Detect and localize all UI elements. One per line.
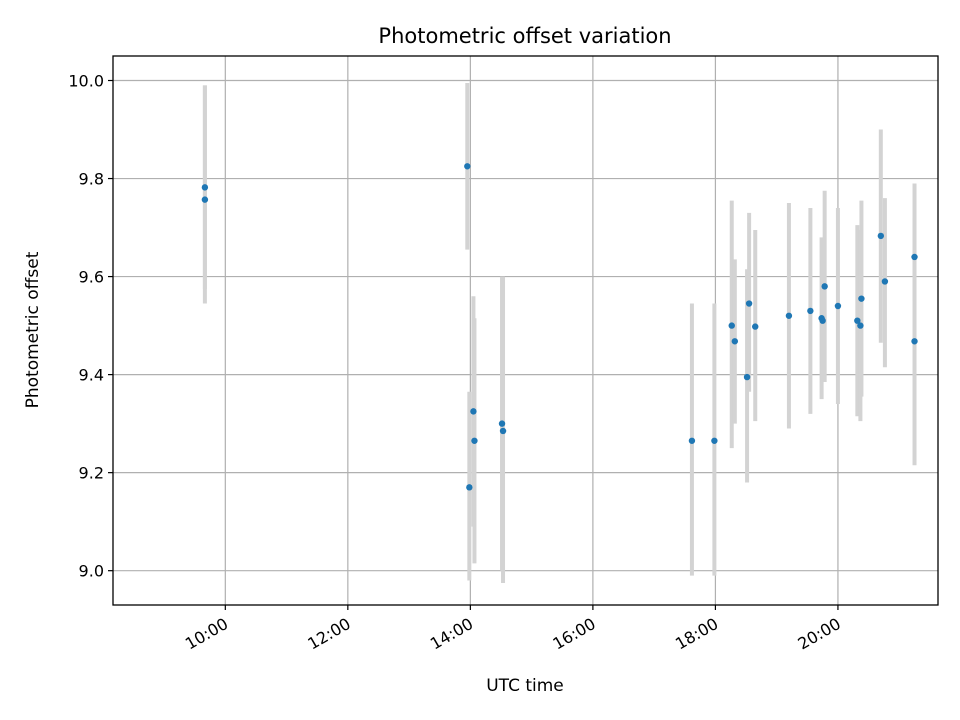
data-point (834, 302, 842, 310)
data-point (911, 253, 918, 261)
x-tick-label: 14:00 (427, 614, 476, 654)
data-point (854, 317, 861, 324)
data-point (785, 312, 793, 319)
data-point (881, 278, 889, 285)
data-point (464, 163, 471, 170)
data-point (498, 420, 506, 427)
y-axis-ticks: 9.0 9.2 9.4 9.6 9.8 10.0 (68, 72, 113, 581)
y-tick-label: 9.4 (79, 366, 104, 385)
errorbar-layer (202, 82, 917, 583)
data-point (857, 322, 864, 329)
y-tick-label: 9.6 (79, 268, 104, 287)
data-point (752, 323, 759, 330)
x-tick-label: 12:00 (304, 614, 353, 654)
data-point (877, 232, 885, 240)
grid-layer (113, 56, 938, 605)
x-tick-label: 18:00 (672, 614, 721, 654)
data-point (743, 373, 751, 381)
data-point (731, 338, 739, 345)
data-point (807, 307, 814, 315)
data-point (819, 317, 826, 324)
data-point (201, 196, 209, 203)
y-tick-label: 9.0 (79, 562, 104, 581)
y-axis-label: Photometric offset (23, 251, 43, 408)
data-point (821, 283, 828, 290)
data-point (858, 295, 865, 302)
data-point (711, 437, 718, 444)
x-tick-label: 16:00 (549, 614, 598, 654)
data-point (466, 484, 473, 491)
x-tick-label: 20:00 (795, 614, 844, 654)
point-layer (201, 163, 918, 491)
data-point (728, 322, 735, 329)
data-point (499, 427, 507, 435)
data-point (911, 338, 918, 345)
data-point (745, 300, 753, 307)
x-axis-label: UTC time (486, 676, 564, 696)
x-tick-label: 10:00 (182, 614, 231, 654)
y-tick-label: 10.0 (68, 72, 104, 91)
data-point (201, 184, 209, 191)
x-axis-ticks: 10:00 12:00 14:00 16:00 18:00 20:00 (182, 605, 844, 654)
chart-title: Photometric offset variation (378, 24, 671, 48)
plot-frame (112, 55, 939, 606)
data-point (688, 437, 696, 444)
y-tick-label: 9.8 (79, 170, 104, 189)
data-point (470, 408, 477, 415)
data-point (471, 437, 478, 444)
y-tick-label: 9.2 (79, 464, 104, 483)
